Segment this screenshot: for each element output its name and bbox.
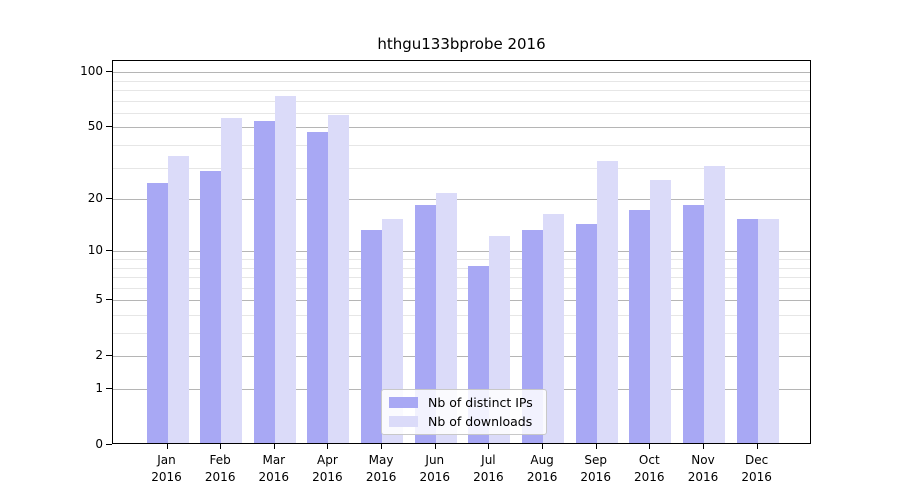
y-tick-label-50: 50 — [87, 119, 103, 134]
x-tick-label-apr: Apr 2016 — [312, 453, 343, 484]
x-tick-mark-dec — [756, 444, 758, 449]
bar-dec-distinct-ips — [736, 219, 758, 443]
gridline-minor-8 — [113, 267, 810, 269]
legend-swatch-distinct-ips — [389, 397, 418, 408]
bar-may-distinct-ips — [361, 229, 383, 443]
gridline-minor-40 — [113, 145, 810, 146]
gridline-minor-4 — [113, 315, 810, 316]
gridline-major-10 — [113, 251, 810, 253]
y-tick-mark-50 — [106, 126, 112, 128]
gridline-major-2 — [113, 356, 810, 358]
y-tick-label-10: 10 — [87, 243, 103, 258]
bar-jan-downloads — [167, 155, 189, 443]
x-tick-label-nov: Nov 2016 — [687, 453, 719, 484]
x-tick-mark-aug — [542, 444, 544, 449]
y-tick-mark-1 — [106, 388, 112, 389]
gridline-minor-80 — [113, 90, 810, 91]
bar-sep-distinct-ips — [575, 224, 597, 443]
x-tick-label-feb: Feb 2016 — [204, 453, 236, 484]
x-tick-mark-sep — [595, 444, 597, 449]
legend-label-downloads: Nb of downloads — [428, 414, 533, 429]
gridline-major-20 — [113, 199, 810, 201]
bar-mar-downloads — [274, 96, 296, 443]
bar-oct-downloads — [650, 179, 672, 443]
gridline-minor-3 — [113, 333, 810, 334]
y-tick-label-1: 1 — [95, 381, 103, 395]
x-tick-mark-may — [381, 444, 383, 449]
bar-sep-downloads — [596, 160, 618, 443]
x-tick-label-jan: Jan 2016 — [151, 453, 182, 484]
y-tick-label-0: 0 — [95, 437, 103, 451]
bar-may-downloads — [382, 219, 404, 443]
x-tick-label-dec: Dec 2016 — [741, 453, 772, 484]
x-tick-mark-oct — [649, 444, 651, 449]
x-tick-label-may: May 2016 — [365, 453, 397, 484]
gridline-minor-90 — [113, 80, 810, 82]
x-tick-mark-jun — [434, 444, 436, 449]
plot-area: Nb of distinct IPs Nb of downloads — [112, 60, 811, 444]
gridline-minor-9 — [113, 259, 810, 260]
x-tick-label-oct: Oct 2016 — [634, 453, 665, 484]
x-tick-label-aug: Aug 2016 — [526, 453, 558, 484]
y-tick-label-5: 5 — [95, 292, 103, 307]
y-tick-label-100: 100 — [80, 64, 103, 79]
gridline-minor-60 — [113, 112, 810, 114]
gridline-major-100 — [113, 72, 810, 74]
bar-apr-downloads — [328, 115, 350, 443]
gridline-minor-70 — [113, 100, 810, 102]
gridline-minor-6 — [113, 287, 810, 289]
bar-feb-downloads — [221, 117, 243, 443]
bar-apr-distinct-ips — [307, 132, 329, 443]
gridline-minor-7 — [113, 277, 810, 278]
legend-swatch-downloads — [389, 416, 418, 427]
x-tick-mark-jan — [166, 444, 168, 449]
x-tick-label-jun: Jun 2016 — [419, 453, 451, 484]
bar-oct-distinct-ips — [629, 209, 651, 443]
gridline-major-5 — [113, 300, 810, 302]
y-tick-label-20: 20 — [87, 191, 103, 206]
chart-title: hthgu133bprobe 2016 — [377, 35, 546, 53]
y-tick-label-2: 2 — [95, 348, 103, 363]
bar-feb-distinct-ips — [200, 171, 222, 443]
bar-aug-downloads — [543, 214, 565, 443]
x-tick-label-sep: Sep 2016 — [580, 453, 611, 484]
y-tick-mark-0 — [106, 444, 112, 445]
x-tick-mark-mar — [273, 444, 275, 449]
gridline-major-50 — [113, 127, 810, 129]
bar-jun-downloads — [435, 193, 457, 443]
x-axis: Jan 2016 Feb 2016 Mar 2016 Apr 2016 May 2016 Jun 20… — [112, 444, 811, 500]
y-tick-mark-2 — [106, 355, 112, 357]
y-tick-mark-10 — [106, 250, 112, 252]
gridline-minor-30 — [113, 167, 810, 169]
x-tick-mark-jul — [488, 444, 490, 449]
bar-dec-downloads — [757, 219, 779, 443]
bar-mar-distinct-ips — [253, 120, 275, 443]
legend-item-downloads: Nb of downloads — [382, 414, 546, 429]
x-tick-label-jul: Jul 2016 — [473, 453, 504, 484]
y-tick-mark-20 — [106, 198, 112, 200]
legend-item-distinct-ips: Nb of distinct IPs — [382, 395, 546, 410]
x-tick-label-mar: Mar 2016 — [258, 453, 290, 484]
y-tick-mark-100 — [106, 71, 112, 73]
y-axis: 100 50 20 10 5 2 1 0 — [0, 60, 112, 451]
legend-label-distinct-ips: Nb of distinct IPs — [428, 395, 533, 410]
y-tick-mark-5 — [106, 299, 112, 301]
bar-nov-downloads — [704, 165, 725, 443]
x-tick-mark-apr — [327, 444, 329, 449]
bar-jan-distinct-ips — [146, 183, 168, 443]
bar-jun-distinct-ips — [414, 205, 436, 443]
x-tick-mark-nov — [703, 444, 704, 449]
x-tick-mark-feb — [220, 444, 222, 449]
bar-nov-distinct-ips — [683, 205, 704, 443]
legend: Nb of distinct IPs Nb of downloads — [381, 389, 547, 435]
